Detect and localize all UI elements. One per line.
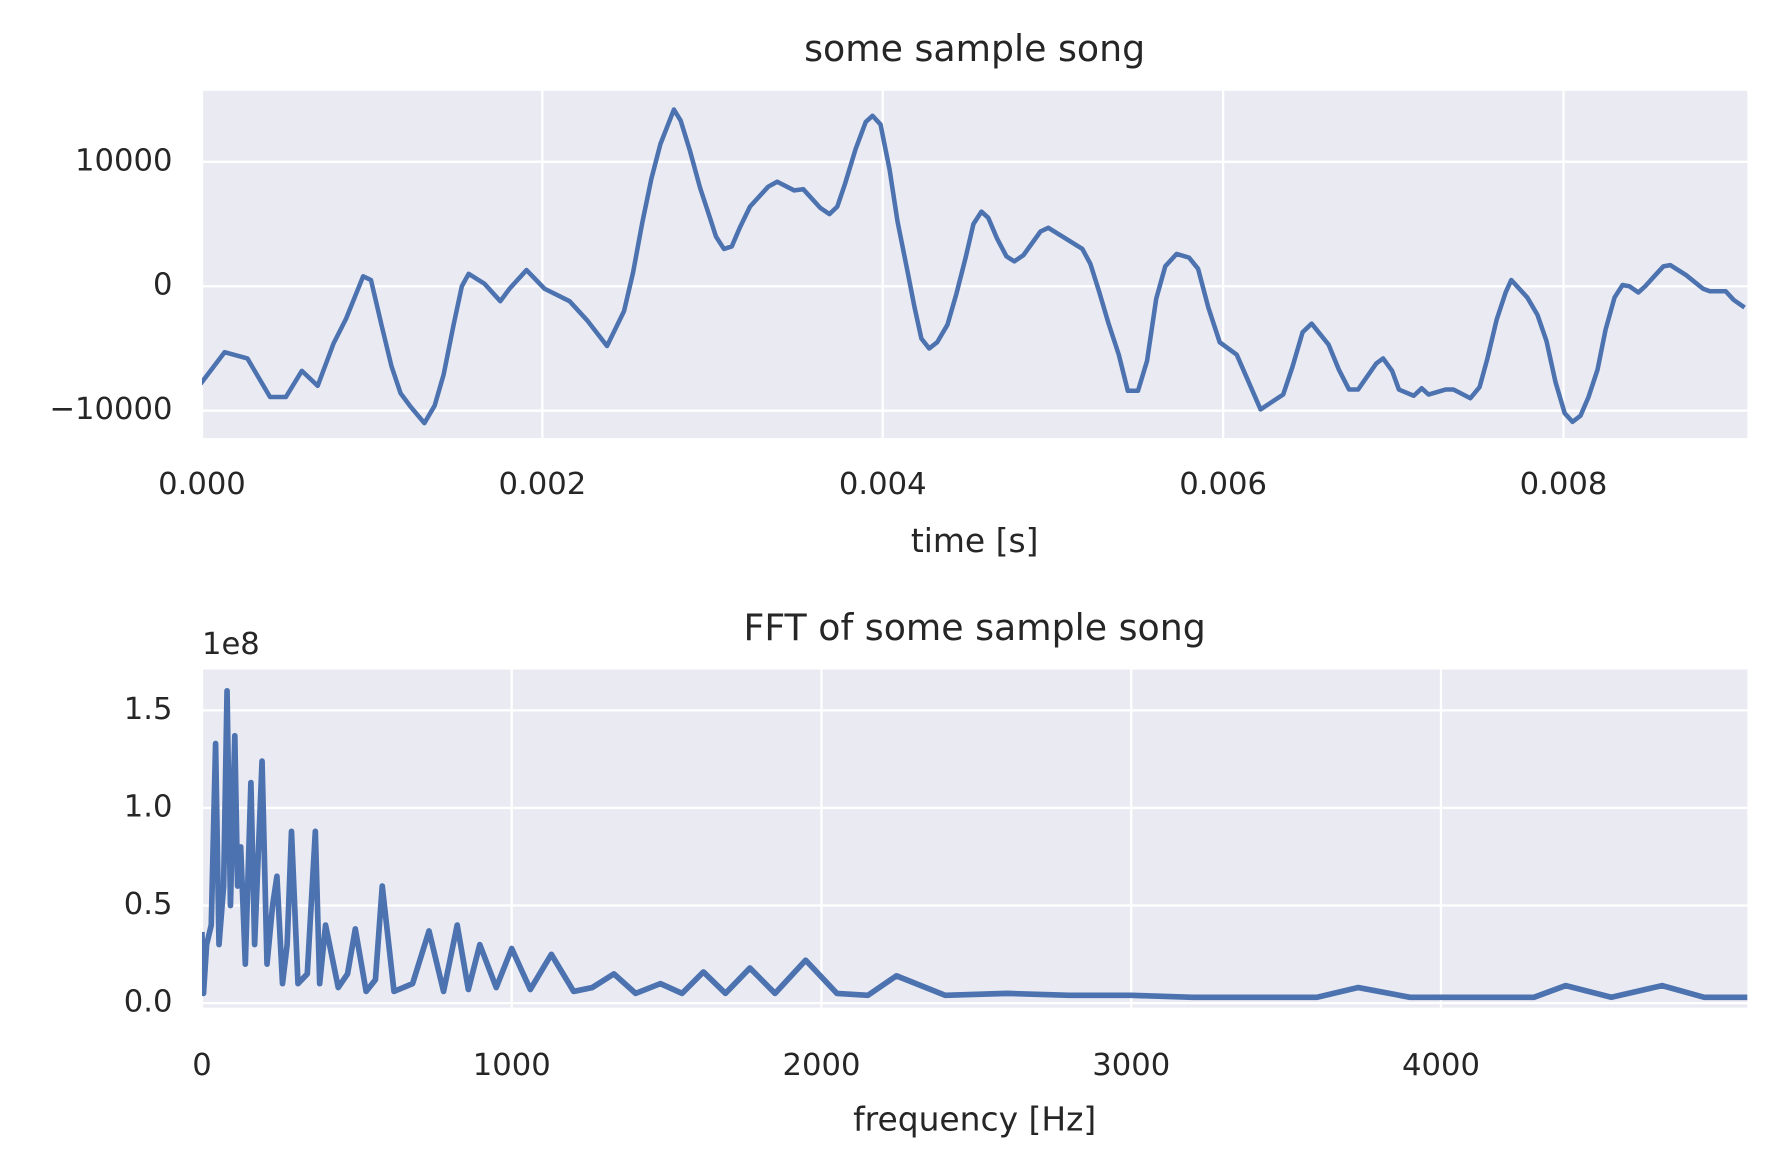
chart-title: some sample song [804, 27, 1145, 70]
chart-title: FFT of some sample song [743, 606, 1205, 649]
x-tick-label: 1000 [473, 1048, 551, 1083]
y-tick-label: 0.5 [124, 887, 173, 922]
x-tick-label: 4000 [1402, 1048, 1480, 1083]
x-axis-label: frequency [Hz] [853, 1100, 1096, 1139]
x-tick-label: 0.008 [1520, 467, 1608, 502]
x-tick-label: 0.002 [499, 467, 587, 502]
x-tick-label: 0.000 [158, 467, 246, 502]
x-tick-label: 2000 [782, 1048, 860, 1083]
x-tick-label: 3000 [1092, 1048, 1170, 1083]
y-tick-label: 0 [153, 268, 173, 303]
data-line [201, 107, 1746, 426]
axis-offset-text: 1e8 [202, 627, 260, 662]
y-tick-label: 0.0 [124, 985, 173, 1020]
axes: 0 1000 2000 3000 4000 0.0 0.5 1.0 1.5 FFT of some… [124, 606, 1748, 1139]
x-axis-label: time [s] [911, 521, 1039, 560]
x-tick-label: 0 [192, 1048, 212, 1083]
y-tick-label: 1.5 [124, 692, 173, 727]
axes: 0.000 0.002 0.004 0.006 0.008 −10000 0 10000 som… [49, 27, 1748, 560]
plot-area [201, 90, 1748, 439]
y-tick-label: −10000 [49, 392, 172, 427]
y-tick-label: 10000 [75, 143, 172, 178]
y-tick-label: 1.0 [124, 789, 173, 824]
data-line [201, 687, 1748, 1001]
x-tick-label: 0.006 [1179, 467, 1267, 502]
x-tick-label: 0.004 [839, 467, 927, 502]
